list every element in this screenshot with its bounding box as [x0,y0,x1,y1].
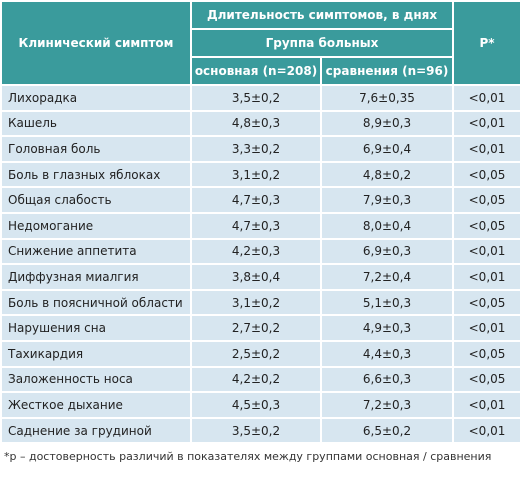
symptom-cell: Саднение за грудиной [0,416,192,445]
value-cell: 5,1±0,3 [319,288,455,317]
value-cell: 6,6±0,3 [319,365,455,394]
value-cell: 3,5±0,2 [190,84,322,112]
symptom-cell: Лихорадка [0,84,192,112]
table-row: Головная боль 3,3±0,2 6,9±0,4 <0,01 [0,135,520,163]
symptom-cell: Боль в поясничной области [0,288,192,317]
symptom-cell: Диффузная миалгия [0,263,192,291]
value-cell: 4,4±0,3 [319,339,455,368]
value-cell: <0,05 [452,186,520,214]
value-cell: 4,2±0,3 [190,237,322,266]
value-cell: 6,9±0,3 [319,237,455,266]
value-cell: 3,5±0,2 [190,416,322,445]
value-cell: <0,05 [452,339,520,368]
value-cell: 7,6±0,35 [319,84,455,112]
symptom-cell: Жесткое дыхание [0,391,192,419]
value-cell: <0,05 [452,160,520,189]
value-cell: 3,8±0,4 [190,263,322,291]
header-cell: Клинический симптом [0,0,192,86]
value-cell: 4,7±0,3 [190,186,322,214]
value-cell: 4,8±0,2 [319,160,455,189]
value-cell: 6,5±0,2 [319,416,455,445]
table-row: Диффузная миалгия 3,8±0,4 7,2±0,4 <0,01 [0,263,520,291]
value-cell: 4,5±0,3 [190,391,322,419]
value-cell: <0,01 [452,109,520,138]
table-row: Снижение аппетита 4,2±0,3 6,9±0,3 <0,01 [0,237,520,266]
value-cell: <0,01 [452,263,520,291]
table-row: Саднение за грудиной 3,5±0,2 6,5±0,2 <0,01 [0,416,520,445]
header-cell: основная (n=208) [190,56,322,86]
symptom-cell: Недомогание [0,211,192,240]
symptom-cell: Тахикардия [0,339,192,368]
symptom-table: Клинический симптом Длительность симптом… [0,0,520,445]
table-row: Жесткое дыхание 4,5±0,3 7,2±0,3 <0,01 [0,391,520,419]
table-row: Тахикардия 2,5±0,2 4,4±0,3 <0,05 [0,339,520,368]
value-cell: <0,05 [452,288,520,317]
value-cell: 8,0±0,4 [319,211,455,240]
table-row: Боль в глазных яблоках 3,1±0,2 4,8±0,2 <0,0… [0,160,520,189]
header-cell: Р* [452,0,520,86]
table-row: Недомогание 4,7±0,3 8,0±0,4 <0,05 [0,211,520,240]
table-row: Кашель 4,8±0,3 8,9±0,3 <0,01 [0,109,520,138]
value-cell: 3,1±0,2 [190,160,322,189]
value-cell: 7,9±0,3 [319,186,455,214]
footnote: *р – достоверность различий в показателя… [4,450,492,464]
value-cell: 2,7±0,2 [190,314,322,342]
value-cell: 6,9±0,4 [319,135,455,163]
value-cell: 7,2±0,3 [319,391,455,419]
value-cell: <0,01 [452,237,520,266]
table-row: Боль в поясничной области 3,1±0,2 5,1±0,3 <… [0,288,520,317]
symptom-cell: Нарушения сна [0,314,192,342]
value-cell: <0,01 [452,416,520,445]
table-body: Лихорадка 3,5±0,2 7,6±0,35 <0,01 Кашель 4,8±0… [0,84,520,445]
table-row: Нарушения сна 2,7±0,2 4,9±0,3 <0,01 [0,314,520,342]
value-cell: 8,9±0,3 [319,109,455,138]
value-cell: <0,01 [452,135,520,163]
value-cell: 4,2±0,2 [190,365,322,394]
symptom-cell: Снижение аппетита [0,237,192,266]
symptom-cell: Общая слабость [0,186,192,214]
value-cell: 2,5±0,2 [190,339,322,368]
table-row: Лихорадка 3,5±0,2 7,6±0,35 <0,01 [0,84,520,112]
value-cell: <0,05 [452,211,520,240]
value-cell: 4,7±0,3 [190,211,322,240]
value-cell: <0,05 [452,365,520,394]
value-cell: 4,9±0,3 [319,314,455,342]
header-cell: сравнения (n=96) [319,56,455,86]
value-cell: 3,1±0,2 [190,288,322,317]
symptom-cell: Боль в глазных яблоках [0,160,192,189]
value-cell: 4,8±0,3 [190,109,322,138]
value-cell: 7,2±0,4 [319,263,455,291]
symptom-cell: Заложенность носа [0,365,192,394]
table-row: Общая слабость 4,7±0,3 7,9±0,3 <0,05 [0,186,520,214]
table-row: Заложенность носа 4,2±0,2 6,6±0,3 <0,05 [0,365,520,394]
value-cell: 3,3±0,2 [190,135,322,163]
value-cell: <0,01 [452,314,520,342]
value-cell: <0,01 [452,84,520,112]
symptom-cell: Головная боль [0,135,192,163]
value-cell: <0,01 [452,391,520,419]
header-cell: Длительность симптомов, в днях [189,0,455,30]
header-cell: Группа больных [189,28,455,58]
symptom-cell: Кашель [0,109,192,138]
